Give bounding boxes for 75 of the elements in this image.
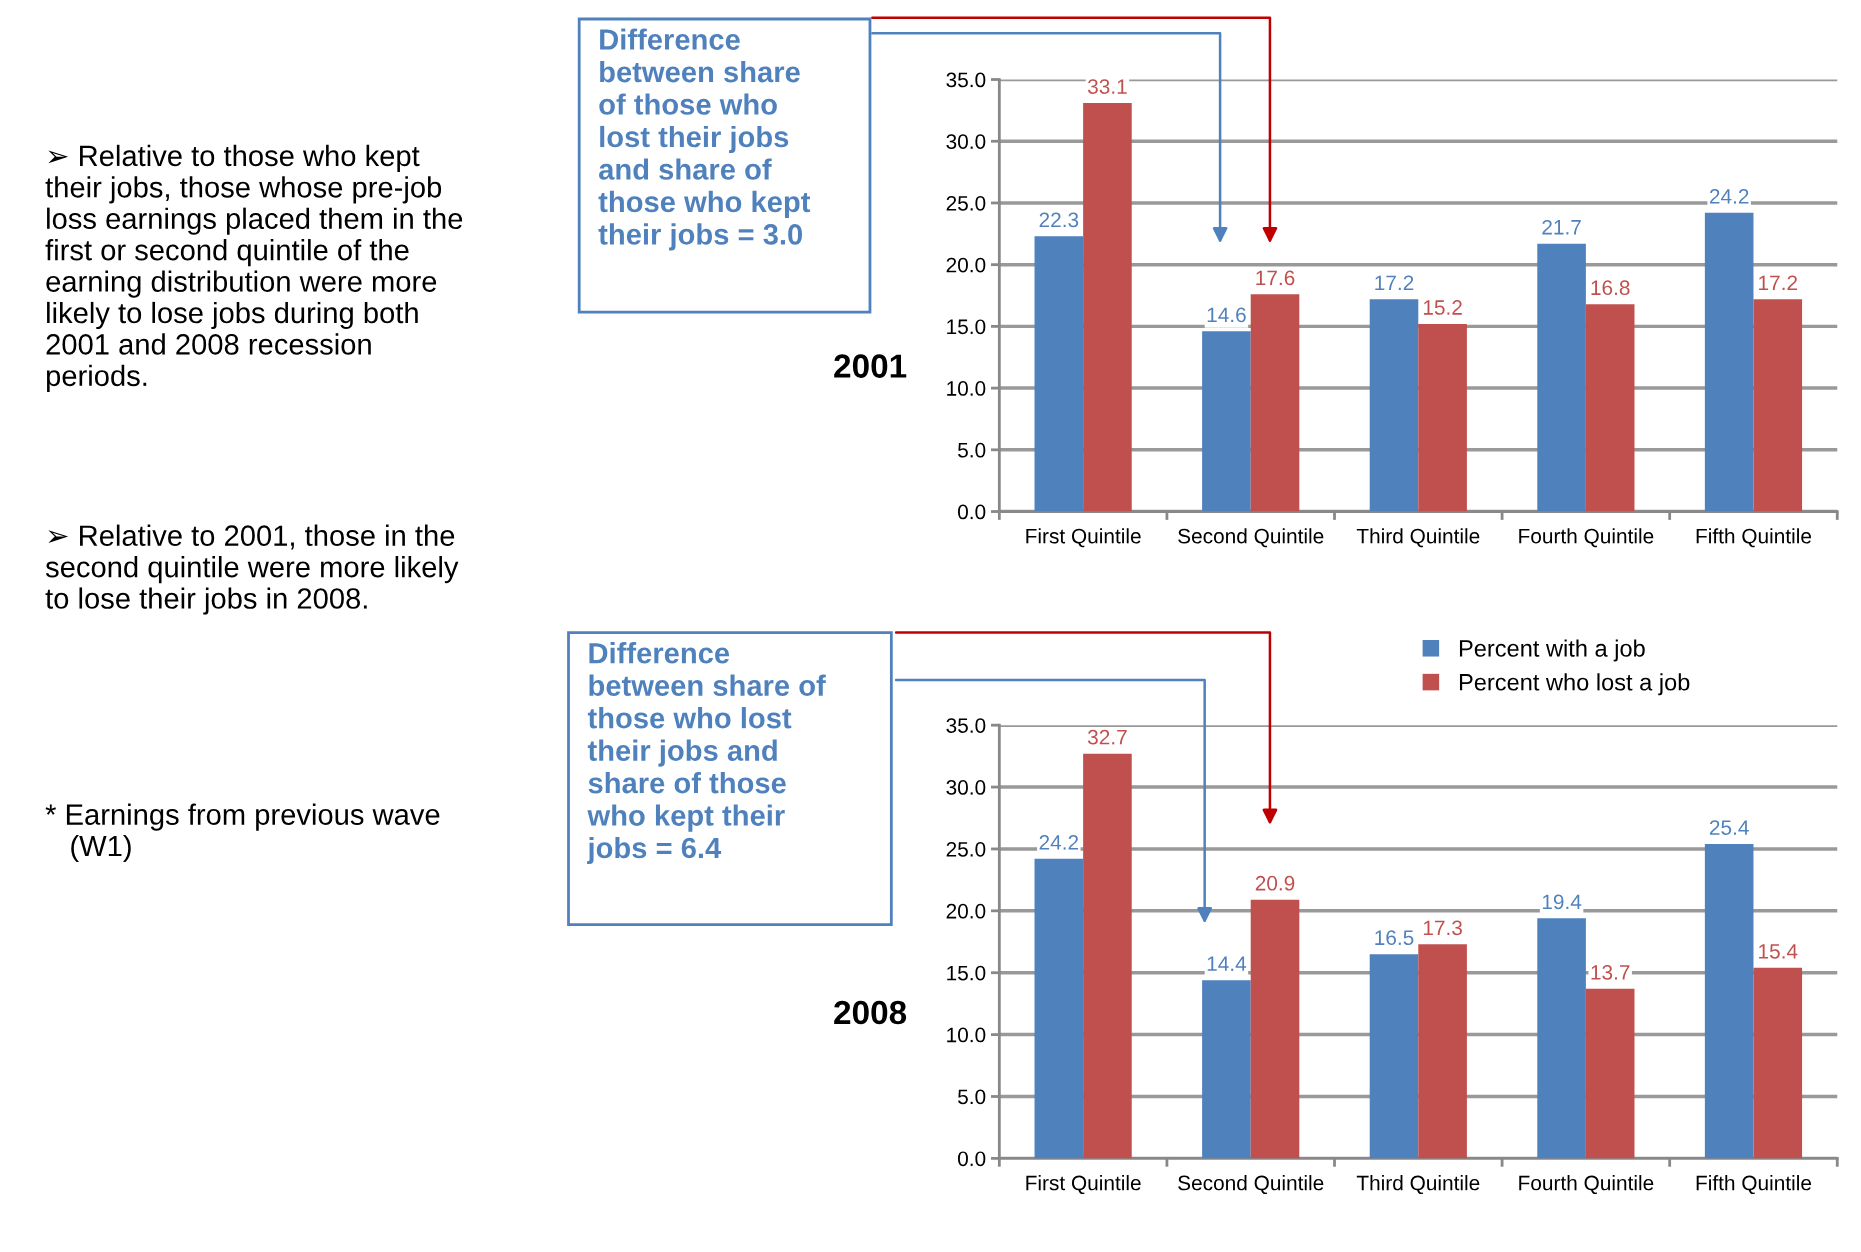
data-label: 16.8 [1591,280,1630,296]
y-tick-label: 30.0 [946,134,986,149]
y-tick-label: 5.0 [958,442,986,458]
bar [1585,988,1635,1159]
y-tick-label: 10.0 [947,381,986,396]
x-tick-label: Third Quintile [1356,1175,1480,1195]
bar [1083,102,1132,512]
data-label: 17.2 [1375,275,1414,290]
bar [1250,899,1300,1159]
legend-label: Percent who lost a job [1459,673,1690,696]
x-tick-label: Fifth Quintile [1696,528,1812,548]
y-tick-label: 0.0 [958,504,986,520]
data-label: 21.7 [1542,219,1581,235]
x-tick-label: Fourth Quintile [1519,1175,1654,1195]
y-tick-label: 5.0 [958,1089,986,1105]
text: ➢ Relative to those who kept their jobs, those whose pre-job loss earnings placed them in the first or second quintile of the earning distribution were more likely to lose jobs during both 2001 and 2008 recession periods. [45,144,463,392]
data-label: 14.6 [1207,307,1246,323]
text: ➢ Relative to 2001, those in the second quintile were more likely to lose their jobs in 2008. [45,524,459,615]
text: Difference between share of those who lost their jobs and share of those who kept their jobs = 6.4 [587,642,826,865]
bar [1537,918,1586,1159]
x-tick-label: First Quintile [1026,528,1141,548]
x-tick-label: First Quintile [1026,1175,1141,1195]
bar [1369,299,1419,512]
data-label: 25.4 [1709,820,1749,835]
x-tick-label: Fifth Quintile [1696,1175,1812,1195]
bar [1202,331,1251,512]
text: 2008 [834,1000,907,1025]
bar [1753,967,1803,1159]
data-label: 19.4 [1542,894,1582,910]
bar [1753,299,1803,512]
x-tick-label: Third Quintile [1356,528,1480,548]
data-label: 14.4 [1207,956,1247,971]
data-label: 24.2 [1039,835,1079,850]
data-label: 13.7 [1591,964,1630,980]
y-tick-label: 25.0 [946,841,986,857]
bar [1250,294,1300,512]
data-label: 33.1 [1087,79,1127,94]
x-tick-label: Second Quintile [1178,1175,1324,1195]
y-tick-label: 25.0 [946,195,986,211]
data-label: 15.2 [1423,300,1462,315]
y-tick-label: 15.0 [947,319,986,335]
y-tick-label: 35.0 [946,718,986,733]
y-tick-label: 30.0 [946,780,986,795]
data-label: 22.3 [1039,212,1079,228]
x-tick-label: Fourth Quintile [1519,528,1654,548]
x-tick-label: Second Quintile [1178,528,1324,548]
bar [1704,843,1754,1159]
data-label: 15.4 [1759,944,1798,959]
data-label: 16.5 [1375,930,1414,946]
data-label: 20.9 [1255,875,1295,891]
bar [1704,212,1754,512]
data-label: 24.2 [1709,189,1749,204]
data-label: 17.6 [1256,270,1295,286]
bar [1585,304,1635,512]
y-tick-label: 20.0 [946,903,986,919]
text: 2001 [834,354,907,378]
y-tick-label: 35.0 [946,72,986,88]
bar [1083,753,1132,1159]
bar [1418,944,1467,1159]
text: Difference between share of those who lost their jobs and share of those who kept their jobs = 3.0 [598,28,811,251]
data-label: 17.2 [1759,275,1797,290]
bar [1418,323,1467,512]
y-tick-label: 10.0 [947,1027,986,1043]
data-label: 32.7 [1087,729,1127,745]
data-label: 17.3 [1423,920,1462,936]
text: * Earnings from previous wave (W1) [45,803,440,863]
bar [1202,980,1251,1159]
y-tick-label: 20.0 [946,257,986,273]
y-tick-label: 15.0 [947,965,986,981]
legend-label: Percent with a job [1459,639,1645,662]
bar [1034,858,1084,1159]
bar [1537,243,1586,512]
bar [1034,236,1084,512]
bar [1369,954,1419,1159]
y-tick-label: 0.0 [958,1151,986,1167]
